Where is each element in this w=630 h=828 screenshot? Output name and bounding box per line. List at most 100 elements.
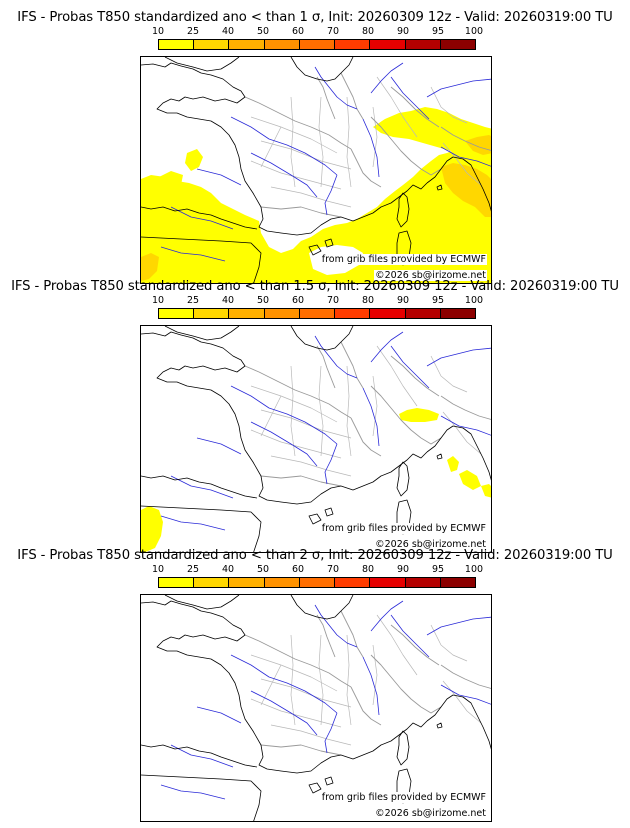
river xyxy=(426,347,491,367)
river xyxy=(230,385,338,445)
legend-tick-label: 40 xyxy=(221,26,235,37)
probability-shading xyxy=(141,506,163,552)
coastline xyxy=(141,331,428,505)
river xyxy=(250,421,318,467)
river xyxy=(362,387,380,447)
legend-color-swatch xyxy=(335,40,371,49)
river xyxy=(160,784,226,800)
country-border xyxy=(370,385,422,439)
admin-boundary xyxy=(250,116,338,154)
river xyxy=(362,118,380,178)
river xyxy=(324,174,338,216)
admin-boundary xyxy=(270,455,352,477)
legend-tick-label: 10 xyxy=(151,26,165,37)
country-border xyxy=(440,664,491,689)
legend-color-swatch xyxy=(335,309,371,318)
legend-tick-label: 95 xyxy=(431,26,445,37)
river xyxy=(362,656,380,716)
legend-tick-label: 10 xyxy=(151,295,165,306)
country-border xyxy=(370,116,422,170)
coastline xyxy=(164,595,240,610)
legend-tick-label: 50 xyxy=(256,26,270,37)
coastline xyxy=(141,236,262,283)
legend-tick-label: 40 xyxy=(221,295,235,306)
panel-2: IFS - Probas T850 standardized ano < tha… xyxy=(0,277,630,553)
coastline xyxy=(141,600,428,774)
admin-boundary xyxy=(270,186,352,208)
legend-color-swatch xyxy=(440,40,475,49)
admin-boundary xyxy=(346,96,352,188)
admin-boundary xyxy=(376,345,418,407)
panel-title: IFS - Probas T850 standardized ano < tha… xyxy=(17,548,613,563)
island xyxy=(308,776,334,794)
probability-shading xyxy=(185,149,203,171)
panel-title: IFS - Probas T850 standardized ano < tha… xyxy=(17,10,613,25)
country-border xyxy=(340,341,364,389)
country-border xyxy=(316,345,336,389)
country-border xyxy=(260,475,342,487)
river xyxy=(230,654,338,714)
country-border xyxy=(340,610,364,658)
coastline xyxy=(290,57,354,82)
island xyxy=(308,238,334,256)
probability-shading xyxy=(441,163,491,217)
country-border xyxy=(440,395,491,420)
admin-boundary xyxy=(442,411,482,455)
legend-color-swatch xyxy=(405,309,441,318)
source-credit: from grib files provided by ECMWF xyxy=(320,792,487,803)
country-border xyxy=(244,634,352,688)
legend-tick-label: 70 xyxy=(326,564,340,575)
country-border xyxy=(340,72,364,120)
country-border xyxy=(390,624,440,666)
river xyxy=(230,116,338,176)
river xyxy=(426,78,491,98)
coastline xyxy=(141,744,258,768)
legend-color-swatch xyxy=(229,578,265,587)
island xyxy=(396,730,410,766)
river xyxy=(160,515,226,531)
river xyxy=(196,437,242,455)
admin-boundary xyxy=(318,365,324,457)
admin-boundary xyxy=(250,429,342,459)
legend-tick-label: 95 xyxy=(431,564,445,575)
country-border xyxy=(244,365,352,419)
legend-tick-label: 100 xyxy=(464,26,484,37)
map-frame: from grib files provided by ECMWF ©2026 … xyxy=(140,594,492,822)
country-border xyxy=(244,96,352,150)
legend-color-swatch xyxy=(440,578,475,587)
legend-tick-label: 90 xyxy=(396,564,410,575)
probability-shading xyxy=(481,484,491,498)
panel-1: IFS - Probas T850 standardized ano < tha… xyxy=(0,8,630,284)
river xyxy=(390,76,430,120)
admin-boundary xyxy=(430,86,468,124)
admin-boundary xyxy=(250,385,338,423)
river xyxy=(440,684,491,705)
legend-color-swatch xyxy=(159,309,195,318)
river xyxy=(370,62,404,94)
island xyxy=(436,184,443,191)
map-svg xyxy=(141,595,491,821)
legend-color-swatch xyxy=(264,40,300,49)
country-border xyxy=(390,86,440,128)
river xyxy=(170,206,234,230)
river xyxy=(170,475,234,499)
river xyxy=(196,706,242,724)
admin-boundary xyxy=(346,634,352,726)
river xyxy=(314,604,358,648)
country-border xyxy=(350,148,382,188)
admin-boundary xyxy=(260,409,352,439)
coastline xyxy=(141,774,262,821)
coastline xyxy=(164,326,240,341)
probability-legend: 10 25 40 50 60 70 80 90 95 100 xyxy=(152,26,483,54)
source-credit: from grib files provided by ECMWF xyxy=(320,254,487,265)
legend-tick-label: 60 xyxy=(291,295,305,306)
probability-shading xyxy=(141,253,159,281)
legend-color-swatch xyxy=(335,578,371,587)
river xyxy=(160,246,226,262)
legend-tick-label: 80 xyxy=(361,26,375,37)
admin-boundary xyxy=(318,96,324,188)
island xyxy=(436,453,443,460)
coastline xyxy=(141,505,262,552)
legend-tick-label: 80 xyxy=(361,295,375,306)
legend-color-swatch xyxy=(264,309,300,318)
